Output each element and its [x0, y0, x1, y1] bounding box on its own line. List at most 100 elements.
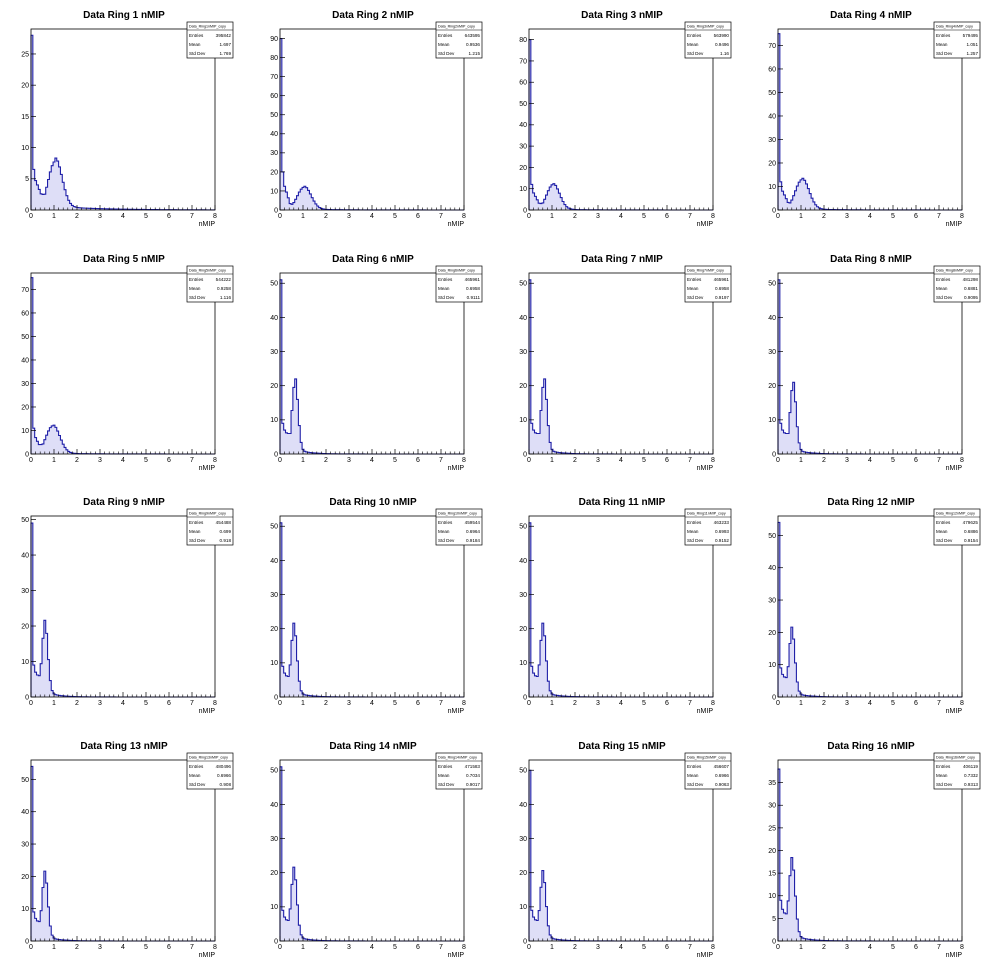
stats-name: Data_Ring13nMIP_copy	[189, 756, 228, 760]
histogram-svg: Data Ring 10 nMIP 0 1 2 3 4 5 6 7 8nMIP 0 10 20 30 40 5…	[270, 497, 483, 715]
histogram-panel: Data Ring 12 nMIP 0 1 2 3 4 5 6 7 8 nMIP 0 10 20 30 40 5…	[747, 487, 996, 730]
y-tick-label: 60	[270, 93, 278, 100]
x-tick-label: 3	[845, 944, 849, 951]
stats-label: Entries	[687, 764, 702, 769]
y-tick-label: 0	[523, 938, 527, 945]
histogram-title: Data Ring 11 nMIP	[579, 497, 666, 508]
y-tick-label: 20	[519, 626, 527, 633]
x-tick-label: 0	[776, 457, 780, 464]
x-tick-label: 7	[688, 700, 692, 707]
stats-label: Mean	[438, 286, 450, 291]
y-tick-label: 30	[768, 349, 776, 356]
y-tick-label: 20	[21, 874, 29, 881]
histogram-title: Data Ring 15 nMIP	[578, 741, 666, 752]
histogram-line	[30, 765, 215, 942]
stats-label: Std Dev	[438, 295, 455, 300]
histogram-title: Data Ring 13 nMIP	[80, 741, 168, 752]
histogram-title: Data Ring 14 nMIP	[329, 741, 417, 752]
y-tick-label: 60	[21, 310, 29, 317]
histogram-panel: Data Ring 2 nMIP 0 1 2 3 4 5 6 7 8 nMIP 0 10 20 30 40 50…	[249, 0, 498, 243]
x-axis-label: nMIP	[697, 952, 714, 959]
histogram-title: Data Ring 3 nMIP	[581, 10, 663, 21]
stats-label: Mean	[438, 773, 450, 778]
x-tick-label: 4	[121, 700, 125, 707]
y-tick-label: 30	[21, 381, 29, 388]
histogram-panel: Data Ring 13 nMIP 0 1 2 3 4 5 6 7 8 nMIP 0 10 20 30 40 5…	[0, 731, 249, 974]
y-tick-label: 40	[270, 802, 278, 809]
y-tick-label: 10	[270, 417, 278, 424]
x-tick-label: 2	[573, 700, 577, 707]
histogram-fill	[778, 33, 962, 211]
y-tick-label: 70	[270, 74, 278, 81]
stats-value: 0.7034	[466, 773, 480, 778]
x-tick-label: 3	[845, 700, 849, 707]
x-tick-label: 3	[98, 700, 102, 707]
x-tick-label: 8	[462, 457, 466, 464]
y-tick-label: 10	[270, 904, 278, 911]
y-tick-label: 60	[768, 66, 776, 73]
x-tick-label: 1	[52, 944, 56, 951]
histogram-line	[777, 33, 963, 211]
stats-value: 0.6958	[715, 286, 729, 291]
histogram-svg: Data Ring 2 nMIP 0 1 2 3 4 5 6 7 8nMIP 0 10 20 30 40 50…	[270, 10, 483, 228]
x-tick-label: 3	[347, 944, 351, 951]
x-tick-label: 7	[190, 457, 194, 464]
x-tick-label: 0	[278, 944, 282, 951]
x-tick-label: 6	[416, 700, 420, 707]
stats-label: Mean	[936, 286, 948, 291]
y-tick-label: 80	[519, 37, 527, 44]
y-tick-label: 70	[21, 287, 29, 294]
y-tick-label: 90	[270, 36, 278, 43]
y-tick-label: 20	[768, 160, 776, 167]
x-tick-label: 1	[799, 944, 803, 951]
y-tick-label: 0	[523, 207, 527, 214]
y-tick-label: 20	[768, 383, 776, 390]
x-axis-label: nMIP	[448, 708, 465, 715]
x-axis-label: nMIP	[697, 708, 714, 715]
x-tick-label: 2	[324, 700, 328, 707]
x-tick-label: 4	[619, 213, 623, 220]
y-tick-label: 20	[270, 870, 278, 877]
y-tick-label: 0	[274, 451, 278, 458]
y-tick-label: 50	[270, 524, 278, 531]
stats-label: Std Dev	[687, 295, 704, 300]
x-tick-label: 7	[190, 213, 194, 220]
y-tick-label: 30	[270, 836, 278, 843]
stats-value: 0.6993	[715, 529, 729, 534]
histogram-fill	[31, 523, 215, 697]
y-tick-label: 0	[523, 451, 527, 458]
y-tick-label: 30	[519, 349, 527, 356]
y-tick-label: 50	[519, 101, 527, 108]
x-tick-label: 2	[75, 457, 79, 464]
y-tick-label: 30	[519, 144, 527, 151]
stats-label: Mean	[687, 529, 699, 534]
stats-label: Mean	[687, 286, 699, 291]
y-tick-label: 40	[270, 131, 278, 138]
y-tick-label: 20	[519, 383, 527, 390]
y-tick-label: 10	[21, 659, 29, 666]
y-tick-label: 10	[519, 417, 527, 424]
x-tick-label: 4	[868, 700, 872, 707]
histogram-svg: Data Ring 4 nMIP 0 1 2 3 4 5 6 7 8nMIP 0 10 20 30 40 50…	[768, 10, 981, 228]
histogram-panel: Data Ring 5 nMIP 0 1 2 3 4 5 6 7 8 nMIP 0 10 20 30 40 50…	[0, 244, 249, 487]
x-tick-label: 3	[347, 457, 351, 464]
stats-value: 480496	[216, 764, 232, 769]
x-tick-label: 0	[278, 457, 282, 464]
stats-box	[186, 752, 234, 790]
x-tick-label: 4	[370, 457, 374, 464]
stats-name: Data_Ring16nMIP_copy	[936, 756, 975, 760]
histogram-fill	[280, 279, 464, 454]
x-axis-label: nMIP	[946, 952, 963, 959]
histogram-fill	[529, 770, 713, 941]
stats-label: Mean	[687, 773, 699, 778]
stats-label: Std Dev	[189, 782, 206, 787]
y-tick-label: 60	[519, 80, 527, 87]
histogram-fill	[529, 279, 713, 454]
histogram-fill	[778, 522, 962, 697]
x-tick-label: 8	[960, 457, 964, 464]
x-tick-label: 8	[960, 944, 964, 951]
x-axis-label: nMIP	[199, 952, 216, 959]
x-tick-label: 3	[596, 213, 600, 220]
y-tick-label: 10	[519, 186, 527, 193]
y-tick-label: 50	[768, 533, 776, 540]
